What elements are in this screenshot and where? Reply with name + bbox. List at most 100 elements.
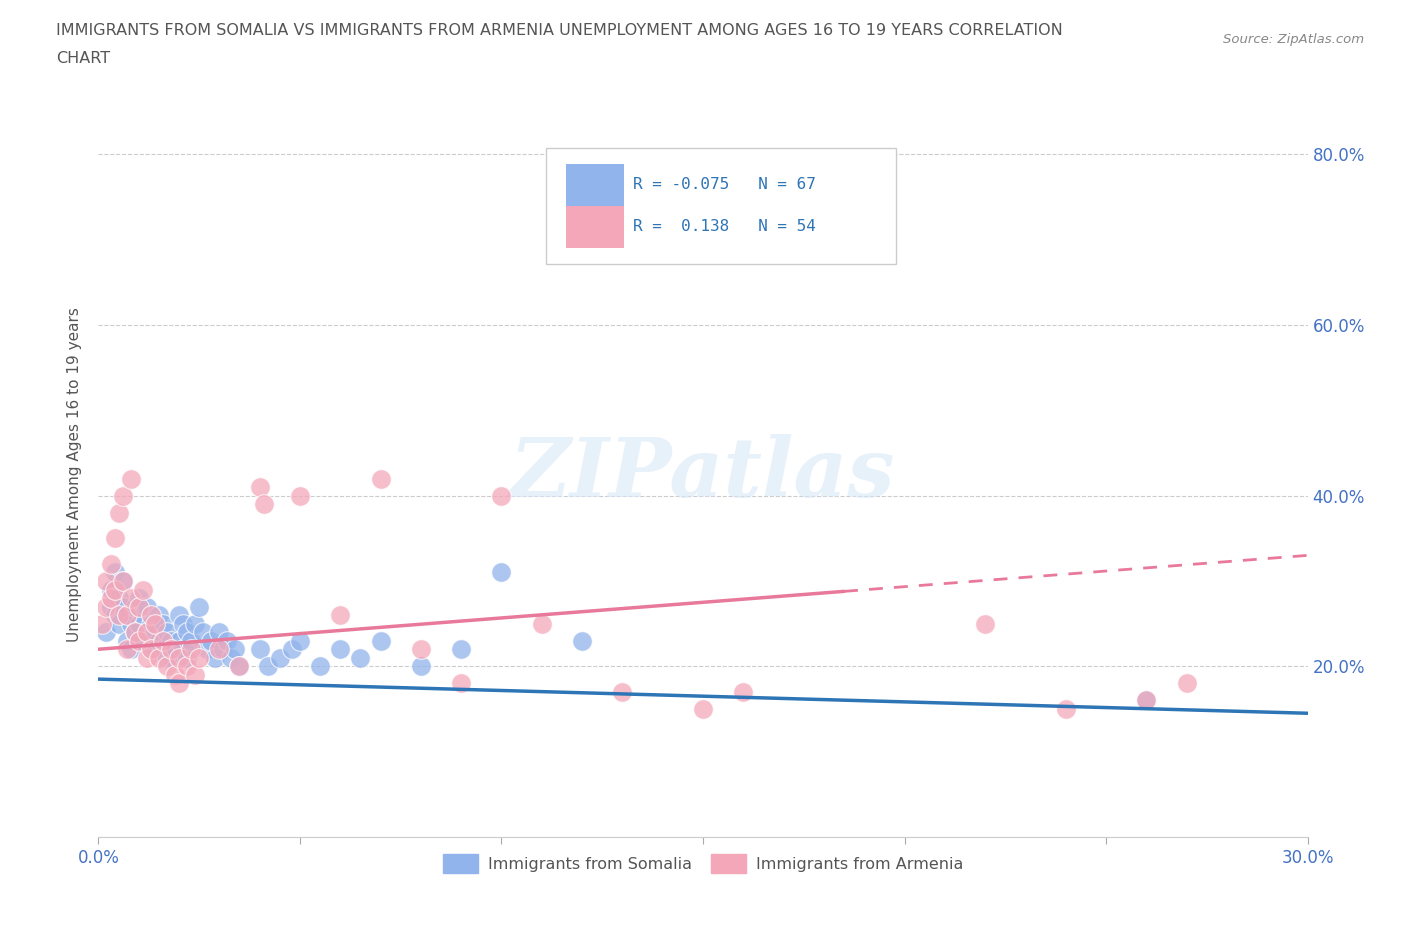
Point: [156, 658, 179, 673]
Point: [409, 658, 432, 673]
Point: [103, 531, 125, 546]
Point: [195, 642, 218, 657]
Point: [135, 625, 157, 640]
Point: [612, 684, 634, 699]
Point: [115, 642, 138, 657]
Point: [115, 633, 138, 648]
Point: [228, 658, 250, 673]
Point: [96, 625, 118, 640]
Point: [143, 617, 166, 631]
Point: [111, 574, 134, 589]
Point: [180, 633, 202, 648]
Point: [193, 625, 215, 640]
Point: [288, 488, 311, 503]
Point: [120, 591, 142, 605]
Point: [176, 625, 198, 640]
Point: [160, 633, 183, 648]
Y-axis label: Unemployment Among Ages 16 to 19 years: Unemployment Among Ages 16 to 19 years: [67, 307, 83, 642]
Point: [132, 633, 155, 648]
Point: [143, 642, 166, 657]
Point: [167, 650, 190, 665]
Point: [152, 617, 174, 631]
Point: [103, 607, 125, 622]
Point: [184, 617, 207, 631]
Point: [184, 668, 207, 683]
Point: [163, 668, 186, 683]
Point: [208, 642, 231, 657]
Point: [530, 617, 553, 631]
Point: [96, 599, 118, 614]
Point: [172, 617, 194, 631]
Point: [1175, 676, 1198, 691]
Point: [1135, 693, 1157, 708]
Point: [128, 617, 150, 631]
Point: [139, 642, 162, 657]
Point: [409, 642, 432, 657]
Point: [491, 488, 513, 503]
Point: [329, 642, 352, 657]
Point: [132, 607, 155, 622]
Point: [217, 633, 239, 648]
Point: [329, 607, 352, 622]
FancyBboxPatch shape: [567, 206, 624, 248]
Point: [188, 650, 211, 665]
Point: [167, 607, 190, 622]
Point: [91, 617, 114, 631]
Point: [167, 676, 190, 691]
Point: [124, 599, 146, 614]
Point: [124, 625, 146, 640]
Point: [132, 582, 155, 597]
Point: [148, 607, 170, 622]
Point: [172, 642, 194, 657]
Point: [974, 617, 997, 631]
Point: [111, 574, 134, 589]
Point: [152, 633, 174, 648]
Point: [176, 658, 198, 673]
Point: [156, 625, 179, 640]
Point: [793, 232, 815, 247]
Legend: Immigrants from Somalia, Immigrants from Armenia: Immigrants from Somalia, Immigrants from…: [437, 847, 969, 880]
Text: IMMIGRANTS FROM SOMALIA VS IMMIGRANTS FROM ARMENIA UNEMPLOYMENT AMONG AGES 16 TO: IMMIGRANTS FROM SOMALIA VS IMMIGRANTS FR…: [56, 23, 1063, 38]
Point: [349, 650, 371, 665]
Point: [370, 633, 392, 648]
Point: [204, 650, 226, 665]
Point: [228, 658, 250, 673]
Point: [221, 650, 243, 665]
Point: [100, 556, 122, 571]
Point: [107, 607, 129, 622]
Point: [224, 642, 246, 657]
Point: [212, 642, 235, 657]
Point: [160, 650, 183, 665]
Point: [253, 497, 276, 512]
Point: [107, 591, 129, 605]
Point: [135, 599, 157, 614]
Point: [692, 701, 714, 716]
Point: [269, 650, 291, 665]
Point: [148, 633, 170, 648]
Point: [180, 642, 202, 657]
Point: [160, 642, 183, 657]
Point: [249, 480, 271, 495]
Point: [135, 650, 157, 665]
Point: [124, 625, 146, 640]
Point: [167, 633, 190, 648]
Point: [139, 642, 162, 657]
Point: [107, 505, 129, 520]
Point: [163, 642, 186, 657]
FancyBboxPatch shape: [567, 164, 624, 206]
Point: [152, 642, 174, 657]
Point: [208, 625, 231, 640]
Point: [139, 607, 162, 622]
Point: [111, 599, 134, 614]
Point: [107, 617, 129, 631]
Point: [128, 633, 150, 648]
Point: [1054, 701, 1077, 716]
Point: [256, 658, 278, 673]
Point: [249, 642, 271, 657]
Point: [288, 633, 311, 648]
Text: ZIPatlas: ZIPatlas: [510, 434, 896, 514]
Point: [200, 633, 222, 648]
Point: [281, 642, 304, 657]
Point: [450, 676, 472, 691]
Point: [188, 599, 211, 614]
